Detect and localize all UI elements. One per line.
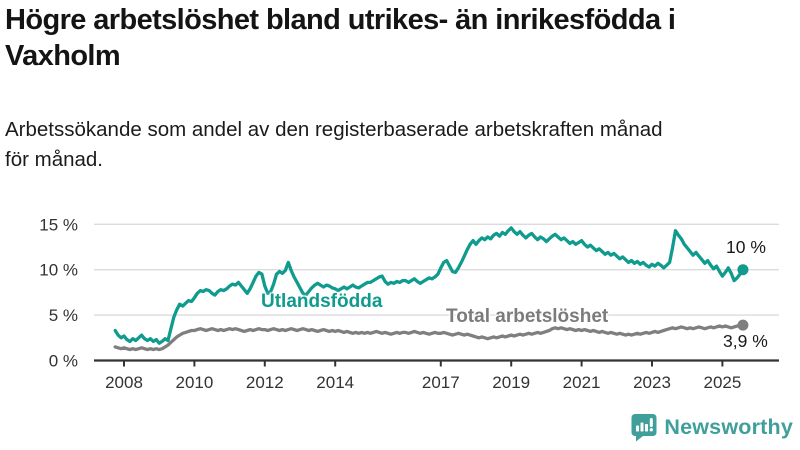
chart-subtitle: Arbetssökande som andel av den registerb… (5, 115, 790, 175)
newsworthy-logo-icon (631, 414, 657, 442)
x-axis-tick-label: 2014 (316, 373, 354, 392)
y-axis-tick-label: 10 % (39, 261, 78, 280)
newsworthy-logo[interactable]: Newsworthy (630, 413, 793, 442)
series-line-utlandsfodda (113, 226, 745, 345)
y-axis-tick-label: 5 % (49, 306, 78, 325)
chart-title: Högre arbetslöshet bland utrikes- än inr… (5, 3, 797, 75)
line-chart: 0 % 5 % 10 % 15 % 2008 2010 2012 2014 2017 2019 20… (39, 215, 779, 392)
x-axis-tick-label: 2010 (175, 373, 213, 392)
series-end-dot-utlandsfodda (737, 264, 749, 276)
chart-title-line2: Vaxholm (5, 39, 121, 72)
series-label-total-arbetsloshet: Total arbetslöshet (446, 306, 609, 327)
x-axis-tick-label: 2025 (703, 373, 741, 392)
y-axis-tick-label: 15 % (39, 215, 78, 234)
newsworthy-logo-text: Newsworthy (664, 415, 793, 439)
series-label-utlandsfodda: Utlandsfödda (261, 291, 383, 312)
end-value-label-utlandsfodda: 10 % (726, 237, 766, 257)
x-axis-tick-label: 2008 (105, 373, 143, 392)
y-axis-tick-label: 0 % (49, 352, 78, 371)
x-axis-tick-label: 2012 (246, 373, 284, 392)
x-axis-tick-label: 2021 (563, 373, 601, 392)
x-axis-tick-label: 2023 (633, 373, 671, 392)
x-axis-tick-label: 2017 (422, 373, 460, 392)
chart-subtitle-line2: för månad. (5, 147, 103, 171)
end-value-label-total-arbetsloshet: 3,9 % (723, 331, 768, 351)
series-end-dot-total-arbetsloshet (737, 319, 749, 331)
x-axis-tick-label: 2019 (492, 373, 530, 392)
chart-subtitle-line1: Arbetssökande som andel av den registerb… (5, 118, 663, 141)
series-line-total-arbetsloshet (113, 323, 745, 352)
chart-title-line1: Högre arbetslöshet bland utrikes- än inr… (5, 4, 676, 36)
